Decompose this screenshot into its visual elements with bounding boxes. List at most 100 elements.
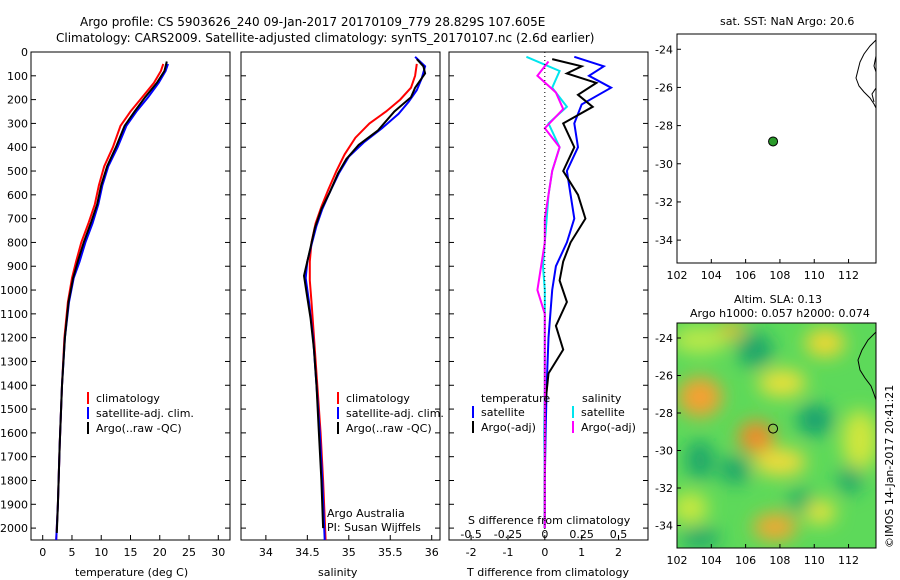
salinity-xtick-label: 36: [425, 546, 439, 559]
sla-map-coastline: [857, 331, 876, 401]
sst-map-panel: [676, 33, 877, 264]
sal-legend-satellite: satellite-adj. clim.: [346, 407, 444, 420]
temperature-xtick-label: 5: [68, 546, 75, 559]
sla-map-float-marker: [768, 423, 779, 434]
difference-xtick-label: -1: [502, 546, 513, 559]
sla-map-ytick-label: -24: [655, 332, 673, 345]
depth-tick-label: 400: [7, 141, 28, 154]
sla-map-ytick-label: -34: [655, 520, 673, 533]
depth-tick-label: 0: [21, 46, 28, 59]
sst-map-title: sat. SST: NaN Argo: 20.6: [720, 15, 854, 28]
difference-xtick-label: -2: [466, 546, 477, 559]
depth-tick-label: 1200: [0, 332, 28, 345]
sla-heatmap: [677, 323, 876, 548]
sst-map-ytick-label: -24: [655, 43, 673, 56]
difference-legend: temperature satellite Argo(-adj) salinit…: [468, 392, 636, 527]
sst-map-ytick-label: -26: [655, 81, 673, 94]
diff-legend-temp-satellite: satellite: [481, 406, 525, 419]
depth-tick-label: 500: [7, 165, 28, 178]
temp-legend-satellite: satellite-adj. clim.: [96, 407, 194, 420]
sal-legend-argo: Argo(..raw -QC): [346, 422, 432, 435]
temperature-series-2: [55, 61, 168, 533]
depth-tick-label: 1400: [0, 379, 28, 392]
sst-map-ytick-label: -30: [655, 158, 673, 171]
temperature-xtick-label: 15: [124, 546, 138, 559]
temperature-legend: climatology satellite-adj. clim. Argo(..…: [87, 392, 194, 435]
depth-tick-label: 1700: [0, 451, 28, 464]
sst-map-xtick-label: 106: [735, 269, 756, 282]
depth-tick-label: 300: [7, 117, 28, 130]
temp-legend-climatology: climatology: [96, 392, 160, 405]
sdiff-tick-label: -0.5: [460, 528, 481, 541]
sst-map-coastline: [855, 39, 876, 109]
temperature-xtick-label: 0: [39, 546, 46, 559]
difference-series-1: [543, 58, 599, 529]
salinity-panel: [240, 51, 441, 541]
diff-legend-temperature-heading: temperature: [481, 392, 550, 405]
sst-map-float-marker: [768, 136, 779, 147]
salinity-series-2: [302, 58, 427, 529]
sst-map-xtick-label: 110: [804, 269, 825, 282]
depth-tick-label: 100: [7, 70, 28, 83]
sla-map-xtick-label: 102: [667, 554, 688, 567]
difference-xtick-label: 1: [578, 546, 585, 559]
sst-map-ytick-label: -32: [655, 196, 673, 209]
depth-tick-label: 1800: [0, 474, 28, 487]
depth-tick-label: 200: [7, 94, 28, 107]
temperature-xtick-label: 30: [211, 546, 225, 559]
footer-timestamp: ©IMOS 14-Jan-2017 20:41:21: [883, 385, 896, 548]
diff-legend-temp-argo: Argo(-adj): [481, 421, 536, 434]
annotation-pi: PI: Susan Wijffels: [327, 521, 421, 534]
temperature-panel: [30, 51, 231, 541]
difference-xtick-label: 2: [615, 546, 622, 559]
difference-xtick-label: 0: [541, 546, 548, 559]
sla-map-xtick-label: 112: [838, 554, 859, 567]
sst-map-xtick-label: 102: [667, 269, 688, 282]
sdiff-tick-label: 0: [541, 528, 548, 541]
difference-series-3: [536, 60, 565, 529]
temp-legend-argo: Argo(..raw -QC): [96, 422, 182, 435]
sla-map-xtick-label: 104: [701, 554, 722, 567]
sst-map-xtick-label: 108: [769, 269, 790, 282]
temperature-xlabel: temperature (deg C): [75, 566, 188, 579]
salinity-xtick-label: 35: [342, 546, 356, 559]
sla-map-xtick-label: 108: [769, 554, 790, 567]
sla-map-title-2: Argo h1000: 0.057 h2000: 0.074: [690, 307, 870, 320]
salinity-xtick-label: 34.5: [295, 546, 320, 559]
diff-legend-salinity-heading: salinity: [582, 392, 622, 405]
depth-tick-label: 900: [7, 260, 28, 273]
sst-map-xtick-label: 112: [838, 269, 859, 282]
salinity-xtick-label: 34: [259, 546, 273, 559]
temperature-xtick-label: 20: [153, 546, 167, 559]
depth-tick-label: 1900: [0, 498, 28, 511]
sal-legend-climatology: climatology: [346, 392, 410, 405]
sla-map-ytick-label: -30: [655, 445, 673, 458]
diff-top-axis-label: S difference from climatology: [468, 514, 631, 527]
annotation-argo-australia: Argo Australia: [327, 507, 405, 520]
salinity-xtick-label: 35.5: [378, 546, 403, 559]
temperature-xtick-label: 10: [94, 546, 108, 559]
sdiff-tick-label: 0.25: [569, 528, 594, 541]
title-line-1: Argo profile: CS 5903626_240 09-Jan-2017…: [80, 15, 545, 29]
depth-tick-label: 600: [7, 189, 28, 202]
sdiff-tick-label: -0.25: [494, 528, 522, 541]
depth-tick-label: 1300: [0, 355, 28, 368]
sst-map-ytick-label: -28: [655, 120, 673, 133]
title-line-2: Climatology: CARS2009. Satellite-adjuste…: [56, 31, 594, 45]
sla-map-panel: [676, 322, 877, 549]
sst-map-ytick-label: -34: [655, 234, 673, 247]
diff-legend-sal-satellite: satellite: [581, 406, 625, 419]
sla-map-xtick-label: 110: [804, 554, 825, 567]
sst-map-xtick-label: 104: [701, 269, 722, 282]
depth-tick-label: 1600: [0, 427, 28, 440]
salinity-xlabel: salinity: [318, 566, 358, 579]
sla-map-ytick-label: -32: [655, 482, 673, 495]
sla-map-ytick-label: -26: [655, 370, 673, 383]
sla-map-xtick-label: 106: [735, 554, 756, 567]
depth-tick-label: 1100: [0, 308, 28, 321]
depth-tick-label: 1500: [0, 403, 28, 416]
temperature-xtick-label: 25: [182, 546, 196, 559]
sla-map-title-1: Altim. SLA: 0.13: [734, 293, 822, 306]
depth-tick-label: 2000: [0, 522, 28, 535]
